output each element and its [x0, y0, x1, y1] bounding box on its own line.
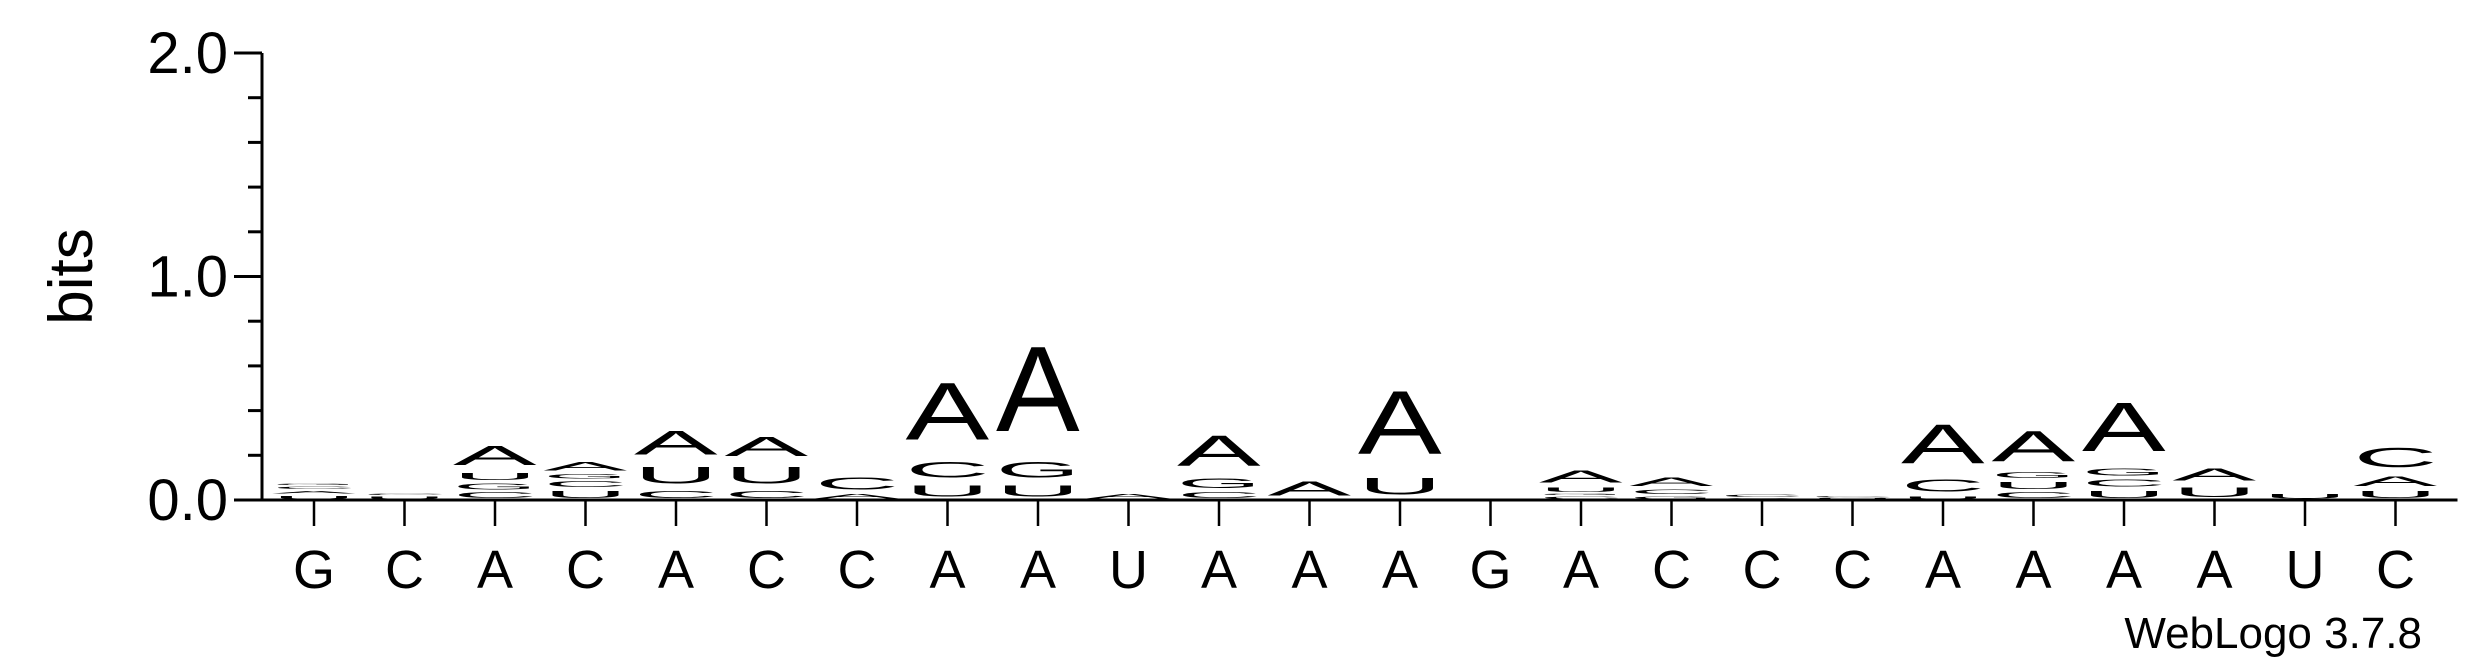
x-tick-label: C	[747, 540, 786, 600]
logo-letter-u: U	[634, 462, 718, 489]
x-tick-label: G	[1469, 540, 1511, 600]
logo-letter-a: A	[1177, 426, 1261, 475]
logo-letter-c: C	[906, 457, 990, 482]
logo-letter-c: C	[544, 480, 628, 489]
logo-letter-u: U	[725, 462, 809, 489]
logo-letter-a: A	[725, 431, 809, 462]
x-tick-label: A	[1291, 540, 1327, 600]
logo-letter-a: A	[272, 490, 356, 494]
logo-letter-c: C	[1901, 475, 1985, 495]
logo-letter-a: A	[1630, 475, 1714, 488]
x-tick-label: A	[1382, 540, 1418, 600]
logo-letter-u: U	[1358, 473, 1442, 500]
x-tick-label: C	[1833, 540, 1872, 600]
logo-letter-c: C	[1539, 496, 1623, 500]
logo-letter-c: C	[1720, 493, 1804, 497]
logo-letter-c: C	[815, 473, 899, 493]
x-tick-label: A	[1563, 540, 1599, 600]
logo-letter-u: U	[363, 496, 447, 500]
x-tick-label: A	[658, 540, 694, 600]
logo-letter-g: G	[453, 482, 537, 491]
logo-letter-a: A	[1268, 478, 1352, 500]
logo-letter-g: G	[272, 483, 356, 485]
y-tick-label: 2.0	[147, 21, 228, 86]
logo-letter-u: U	[1811, 498, 1895, 500]
logo-letter-c: C	[725, 489, 809, 500]
x-tick-label: U	[1109, 540, 1148, 600]
logo-letter-u: U	[2263, 493, 2347, 500]
logo-letter-u: U	[1992, 480, 2076, 491]
x-tick-label: C	[2376, 540, 2415, 600]
logo-letter-u: U	[272, 494, 356, 500]
x-tick-label: A	[1020, 540, 1056, 600]
logo-letter-a: A	[2354, 473, 2438, 489]
x-tick-label: A	[929, 540, 965, 600]
logo-letter-u: U	[453, 471, 537, 482]
logo-letter-c: C	[2082, 478, 2166, 489]
logo-letter-g: G	[1177, 475, 1261, 491]
logo-letter-g: G	[544, 473, 628, 480]
logo-letter-c: C	[634, 489, 718, 500]
logo-letter-g: G	[2082, 467, 2166, 478]
logo-letter-a: A	[1358, 373, 1442, 473]
x-tick-label: U	[2286, 540, 2325, 600]
x-tick-label: C	[1652, 540, 1691, 600]
logo-letter-a: A	[1901, 412, 1985, 475]
x-tick-label: A	[2106, 540, 2142, 600]
x-tick-label: C	[385, 540, 424, 600]
logo-letter-u: U	[2173, 484, 2257, 500]
logo-letter-a: A	[996, 321, 1080, 457]
logo-letter-a: A	[453, 440, 537, 471]
logo-letter-c: C	[1811, 496, 1895, 498]
x-tick-label: A	[1925, 540, 1961, 600]
y-tick-label: 1.0	[147, 245, 228, 310]
logo-letter-g: G	[1992, 471, 2076, 480]
logo-letter-a: A	[906, 366, 990, 457]
logo-letter-a: A	[634, 424, 719, 462]
y-axis: 0.0 1.0 2.0	[147, 21, 2458, 533]
logo-letter-c: C	[272, 486, 356, 490]
x-tick-label: C	[838, 540, 877, 600]
logo-letter-a: A	[2173, 464, 2257, 484]
x-tick-label: A	[2196, 540, 2232, 600]
x-tick-label: G	[293, 540, 335, 600]
logo-letter-u: U	[1901, 496, 1985, 500]
logo-letter-c: C	[1630, 489, 1714, 496]
x-tick-label: A	[2015, 540, 2051, 600]
logo-letter-u: U	[996, 482, 1080, 500]
logo-letter-c: C	[1177, 491, 1261, 500]
logo-letter-g: G	[996, 457, 1080, 482]
logo-letter-u: U	[544, 489, 628, 500]
weblogo-credit: WebLogo 3.7.8	[2124, 609, 2422, 658]
x-tick-label: A	[477, 540, 513, 600]
logo-letter-a: A	[544, 460, 628, 473]
logo-letter-u: U	[2354, 489, 2438, 500]
logo-letter-a: A	[815, 493, 900, 500]
x-tick-label: A	[1201, 540, 1237, 600]
logo-letter-u: U	[1539, 487, 1623, 494]
logo-letter-c: C	[1992, 491, 2076, 500]
logo-letter-a: A	[1087, 493, 1172, 500]
logo-letter-c: C	[363, 493, 447, 495]
logo-letter-c: C	[2354, 442, 2438, 473]
logo-letter-u: U	[906, 482, 990, 500]
x-tick-label: C	[1743, 540, 1782, 600]
logo-letter-u: U	[2082, 489, 2166, 500]
logo-letter-g: G	[1720, 498, 1804, 500]
y-tick-label: 0.0	[147, 468, 228, 533]
logo-letter-g: G	[1539, 493, 1623, 495]
x-tick-label: C	[566, 540, 605, 600]
logo-letter-c: C	[453, 491, 537, 500]
logo-letter-g: G	[1630, 496, 1714, 500]
y-axis-label: bits	[37, 228, 106, 324]
logo-letter-a: A	[1992, 422, 2076, 471]
logo-letter-a: A	[1539, 466, 1623, 486]
logo-letter-a: A	[2082, 388, 2166, 466]
